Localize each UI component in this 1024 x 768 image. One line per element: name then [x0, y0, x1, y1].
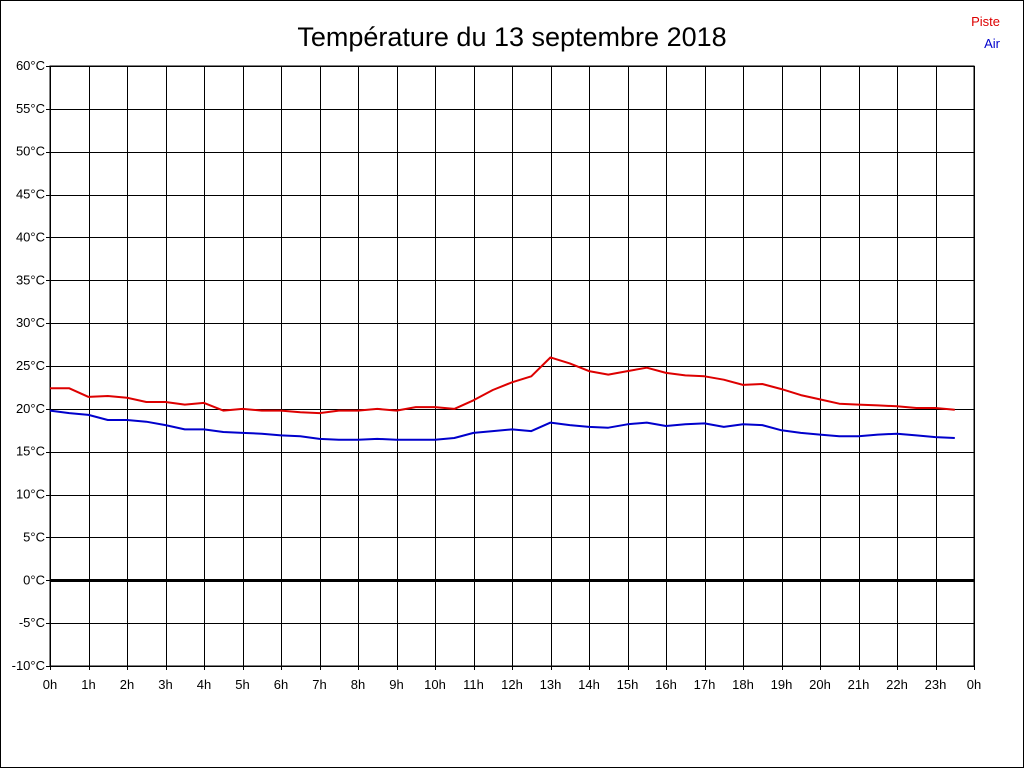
x-tick-label: 16h [655, 677, 677, 692]
x-tick-label: 14h [578, 677, 600, 692]
x-tick-label: 13h [540, 677, 562, 692]
y-tick-label: 15°C [16, 444, 45, 459]
x-tick-label: 10h [424, 677, 446, 692]
x-tick-label: 6h [274, 677, 288, 692]
x-tick-label: 2h [120, 677, 134, 692]
x-tick-label: 20h [809, 677, 831, 692]
y-tick-label: 30°C [16, 315, 45, 330]
y-tick-label: -10°C [12, 658, 45, 673]
y-axis-tick-labels: 60°C 55°C 50°C 45°C 40°C 35°C 30°C 25°C 20°C 15°C… [12, 58, 45, 673]
legend-entry-piste: Piste [971, 14, 1000, 29]
x-tick-label: 21h [848, 677, 870, 692]
legend-entry-air: Air [984, 36, 1001, 51]
x-tick-label: 0h [43, 677, 57, 692]
x-tick-label: 22h [886, 677, 908, 692]
x-tick-label: 23h [925, 677, 947, 692]
x-tick-label: 3h [158, 677, 172, 692]
grid-lines [46, 65, 975, 670]
y-tick-label: 45°C [16, 187, 45, 202]
series-line-air [49, 409, 955, 441]
y-tick-label: -5°C [19, 615, 45, 630]
y-tick-label: 60°C [16, 58, 45, 73]
x-tick-label: 11h [463, 677, 484, 692]
y-tick-label: 10°C [16, 487, 45, 502]
series-lines [49, 356, 955, 441]
y-tick-label: 5°C [23, 529, 45, 544]
y-tick-label: 0°C [23, 572, 45, 587]
y-tick-label: 40°C [16, 229, 45, 244]
y-tick-label: 50°C [16, 144, 45, 159]
x-tick-label: 17h [694, 677, 716, 692]
series-line-piste [50, 356, 955, 415]
y-tick-label: 35°C [16, 272, 45, 287]
legend: Piste Air [971, 14, 1001, 51]
x-tick-label: 19h [771, 677, 793, 692]
x-tick-label: 4h [197, 677, 211, 692]
x-tick-label: 18h [732, 677, 754, 692]
x-tick-label: 0h [967, 677, 981, 692]
y-tick-label: 55°C [16, 101, 45, 116]
x-tick-label: 1h [81, 677, 95, 692]
x-tick-label: 9h [389, 677, 403, 692]
x-tick-label: 7h [312, 677, 326, 692]
y-tick-label: 25°C [16, 358, 45, 373]
chart-title: Température du 13 septembre 2018 [297, 22, 726, 52]
x-axis-tick-labels: 0h 1h 2h 3h 4h 5h 6h 7h 8h 9h 10h 11h 12h 13h 14h 15h 16… [43, 677, 981, 692]
x-tick-label: 12h [501, 677, 523, 692]
x-tick-label: 5h [235, 677, 249, 692]
x-tick-label: 8h [351, 677, 365, 692]
x-tick-label: 15h [617, 677, 639, 692]
y-tick-label: 20°C [16, 401, 45, 416]
